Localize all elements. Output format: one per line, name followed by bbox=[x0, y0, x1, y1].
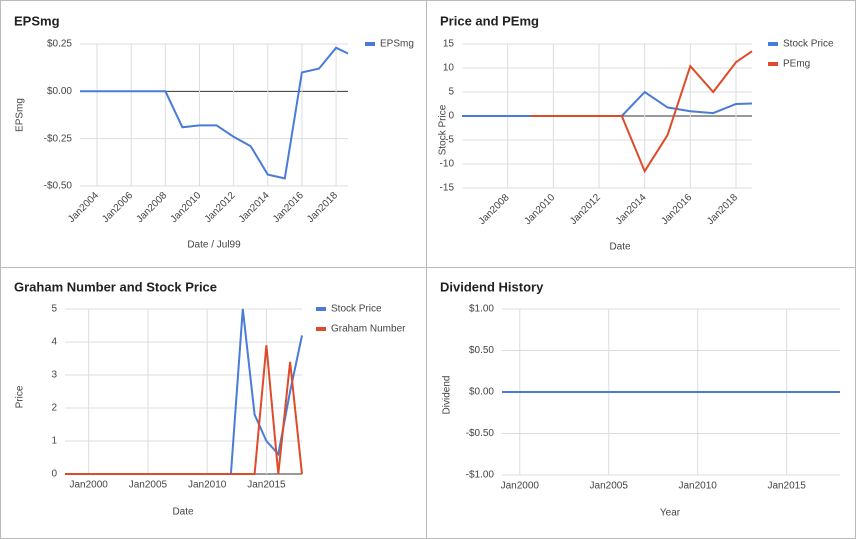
y-tick-label: -$0.50 bbox=[44, 181, 73, 192]
x-tick-label: Jan2006 bbox=[100, 190, 135, 225]
legend-swatch bbox=[768, 42, 778, 46]
x-axis-label: Date / Jul99 bbox=[187, 240, 241, 251]
legend-swatch bbox=[768, 62, 778, 66]
x-tick-label: Jan2004 bbox=[66, 190, 101, 225]
y-tick-label: -10 bbox=[440, 159, 455, 170]
x-tick-label: Jan2015 bbox=[247, 480, 286, 491]
y-tick-label: -15 bbox=[440, 183, 455, 194]
y-tick-label: 2 bbox=[51, 403, 57, 414]
x-axis-label: Date bbox=[609, 242, 631, 253]
legend-swatch bbox=[316, 307, 326, 311]
x-axis-label: Date bbox=[172, 507, 194, 518]
y-tick-label: 1 bbox=[51, 436, 57, 447]
series-line bbox=[462, 90, 753, 117]
y-tick-label: 10 bbox=[443, 63, 455, 74]
y-axis-label: EPSmg bbox=[15, 98, 26, 132]
x-tick-label: Jan2008 bbox=[134, 190, 169, 225]
series-line bbox=[530, 50, 753, 174]
x-tick-label: Jan2005 bbox=[129, 480, 168, 491]
series-line bbox=[65, 345, 303, 475]
legend-label: Stock Price bbox=[331, 304, 382, 315]
x-tick-label: Jan2018 bbox=[705, 192, 740, 227]
x-tick-label: Jan2008 bbox=[477, 192, 512, 227]
y-tick-label: $1.00 bbox=[469, 304, 494, 315]
chart-title: Graham Number and Stock Price bbox=[14, 279, 217, 294]
x-tick-label: Jan2016 bbox=[659, 192, 694, 227]
chart-title: Price and PEmg bbox=[440, 13, 539, 28]
x-tick-label: Jan2000 bbox=[501, 481, 540, 492]
legend-label: EPSmg bbox=[380, 39, 414, 50]
legend-label: Graham Number bbox=[331, 324, 406, 335]
x-tick-label: Jan2018 bbox=[305, 190, 340, 225]
y-tick-label: -5 bbox=[445, 135, 454, 146]
y-tick-label: -$0.50 bbox=[466, 428, 495, 439]
x-tick-label: Jan2010 bbox=[522, 192, 557, 227]
y-tick-label: $0.50 bbox=[469, 345, 494, 356]
y-tick-label: $0.25 bbox=[47, 39, 72, 50]
legend-label: Stock Price bbox=[783, 39, 834, 50]
x-tick-label: Jan2010 bbox=[678, 481, 717, 492]
y-tick-label: 5 bbox=[448, 87, 454, 98]
y-axis-label: Dividend bbox=[442, 376, 453, 415]
y-axis-label: Price bbox=[15, 385, 26, 408]
x-tick-label: Jan2016 bbox=[271, 190, 306, 225]
series-line bbox=[80, 46, 349, 180]
y-tick-label: $0.00 bbox=[47, 86, 72, 97]
x-tick-label: Jan2005 bbox=[590, 481, 629, 492]
chart-title: EPSmg bbox=[14, 13, 60, 28]
y-tick-label: 4 bbox=[51, 337, 57, 348]
y-tick-label: 0 bbox=[448, 111, 454, 122]
y-tick-label: 5 bbox=[51, 304, 57, 315]
x-tick-label: Jan2012 bbox=[203, 190, 238, 225]
x-tick-label: Jan2012 bbox=[568, 192, 603, 227]
x-tick-label: Jan2014 bbox=[614, 192, 649, 227]
x-tick-label: Jan2010 bbox=[169, 190, 204, 225]
x-tick-label: Jan2014 bbox=[237, 190, 272, 225]
y-tick-label: $0.00 bbox=[469, 387, 494, 398]
chart-title: Dividend History bbox=[440, 279, 544, 294]
x-tick-label: Jan2010 bbox=[188, 480, 227, 491]
y-tick-label: 3 bbox=[51, 370, 57, 381]
y-tick-label: 15 bbox=[443, 39, 455, 50]
y-tick-label: 0 bbox=[51, 469, 57, 480]
legend-swatch bbox=[316, 327, 326, 331]
legend-swatch bbox=[365, 42, 375, 46]
x-tick-label: Jan2015 bbox=[767, 481, 806, 492]
x-axis-label: Year bbox=[660, 508, 681, 519]
legend-label: PEmg bbox=[783, 59, 810, 70]
y-tick-label: -$0.25 bbox=[44, 133, 73, 144]
x-tick-label: Jan2000 bbox=[70, 480, 109, 491]
y-tick-label: -$1.00 bbox=[466, 470, 495, 481]
y-axis-label: Stock Price bbox=[438, 104, 449, 155]
